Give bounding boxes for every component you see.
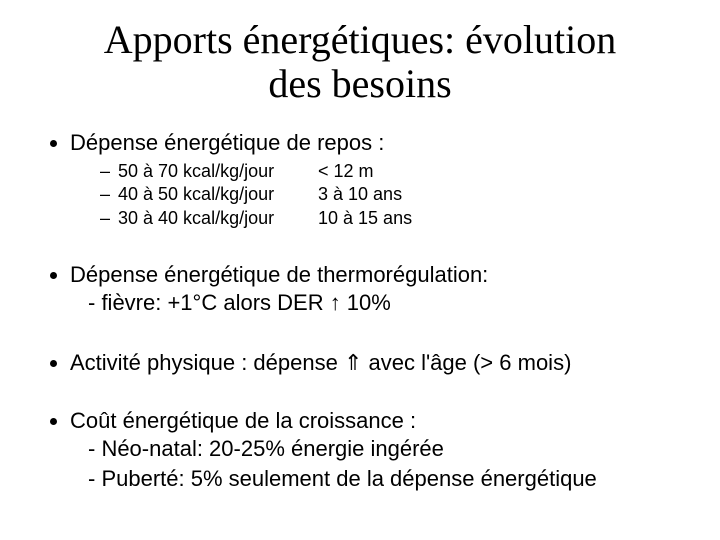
dash-icon: – — [100, 183, 118, 206]
sub-2-a: 30 à 40 kcal/kg/jour — [118, 207, 318, 230]
bullet-1-text: Dépense énergétique de repos : — [70, 130, 384, 155]
bullet-3: Activité physique : dépense ⇑ avec l'âge… — [70, 350, 690, 376]
bullet-1-sub-2: – 30 à 40 kcal/kg/jour 10 à 15 ans — [100, 207, 690, 230]
bullet-4-line2: - Néo-natal: 20-25% énergie ingérée — [70, 434, 690, 464]
bullet-list: Dépense énergétique de repos : – 50 à 70… — [30, 130, 690, 493]
slide-title: Apports énergétiques: évolution des beso… — [30, 18, 690, 106]
sub-1-b: 3 à 10 ans — [318, 183, 690, 206]
spacer — [70, 382, 690, 408]
title-line-2: des besoins — [268, 61, 451, 106]
slide: Apports énergétiques: évolution des beso… — [0, 0, 720, 540]
spacer — [70, 324, 690, 350]
sub-0-a: 50 à 70 kcal/kg/jour — [118, 160, 318, 183]
bullet-3-text: Activité physique : dépense ⇑ avec l'âge… — [70, 350, 571, 375]
bullet-1-sublist: – 50 à 70 kcal/kg/jour < 12 m – 40 à 50 … — [70, 160, 690, 230]
sub-0-b: < 12 m — [318, 160, 690, 183]
bullet-4-text: Coût énergétique de la croissance : — [70, 408, 416, 433]
dash-icon: – — [100, 207, 118, 230]
bullet-2-text: Dépense énergétique de thermorégulation: — [70, 262, 488, 287]
title-line-1: Apports énergétiques: évolution — [104, 17, 617, 62]
bullet-2-line2: - fièvre: +1°C alors DER ↑ 10% — [70, 288, 690, 318]
bullet-1: Dépense énergétique de repos : – 50 à 70… — [70, 130, 690, 230]
bullet-1-sub-0: – 50 à 70 kcal/kg/jour < 12 m — [100, 160, 690, 183]
sub-1-a: 40 à 50 kcal/kg/jour — [118, 183, 318, 206]
bullet-4-line3: - Puberté: 5% seulement de la dépense én… — [70, 464, 690, 494]
dash-icon: – — [100, 160, 118, 183]
spacer — [70, 236, 690, 262]
bullet-2: Dépense énergétique de thermorégulation:… — [70, 262, 690, 318]
bullet-4: Coût énergétique de la croissance : - Né… — [70, 408, 690, 493]
sub-2-b: 10 à 15 ans — [318, 207, 690, 230]
bullet-1-sub-1: – 40 à 50 kcal/kg/jour 3 à 10 ans — [100, 183, 690, 206]
